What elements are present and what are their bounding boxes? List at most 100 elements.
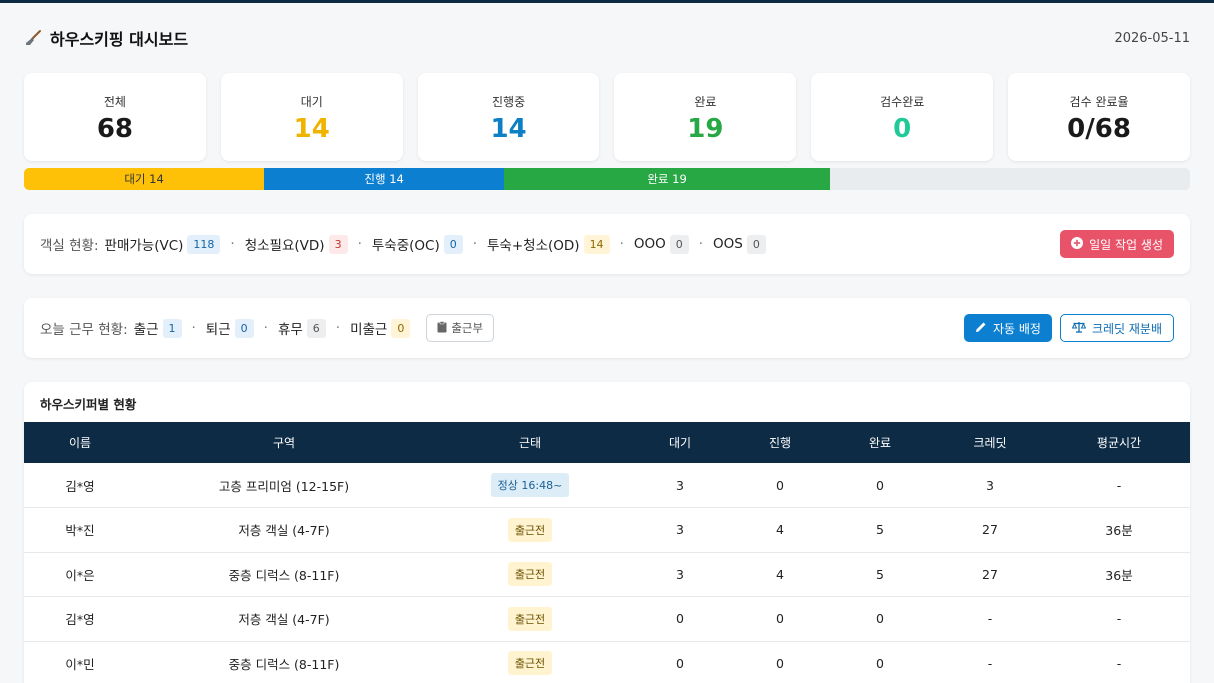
cell-credit: -	[932, 596, 1048, 642]
stat-inspection-rate: 검수 완료율 0/68	[1008, 73, 1190, 161]
cell-avg-time: -	[1048, 463, 1190, 508]
cell-attendance: 출근전	[432, 641, 628, 683]
count-badge: 14	[583, 234, 610, 254]
cell-zone: 중층 디럭스 (8-11F)	[136, 552, 432, 597]
table-row[interactable]: 김*영 저층 객실 (4-7F) 출근전 0 0 0 - -	[24, 596, 1190, 642]
column-header-zone[interactable]: 구역	[272, 436, 296, 450]
table-row[interactable]: 김*영 고층 프리미엄 (12-15F) 정상 16:48~ 3 0 0 3 -	[24, 463, 1190, 508]
staff-status-out: 퇴근	[205, 322, 231, 338]
table-row[interactable]: 이*민 중층 디럭스 (8-11F) 출근전 0 0 0 - -	[24, 641, 1190, 683]
count-badge: 0	[669, 234, 689, 254]
attendance-badge: 정상 16:48~	[490, 473, 570, 497]
column-header-in-progress[interactable]: 진행	[768, 436, 792, 450]
table-header-row: 이름 구역 근태 대기 진행 완료 크레딧 평균시간	[24, 422, 1190, 463]
column-header-avg-time[interactable]: 평균시간	[1096, 436, 1142, 450]
cell-in-progress: 4	[732, 507, 828, 553]
pencil-icon	[975, 321, 987, 336]
stat-waiting: 대기 14	[220, 73, 403, 161]
stat-label: 대기	[300, 94, 323, 109]
count-badge: 6	[306, 318, 326, 338]
housekeeper-table-card: 하우스키퍼별 현황 이름 구역 근태 대기 진행 완료 크레딧 평균시간 김*영…	[24, 382, 1190, 683]
column-header-attendance[interactable]: 근태	[518, 436, 542, 450]
cell-credit: 3	[932, 463, 1048, 508]
separator: ·	[191, 320, 196, 336]
room-status-label: 객실 현황:	[40, 238, 99, 254]
room-status-card: 객실 현황: 판매가능(VC) 118 · 청소필요(VD) 3 · 투숙중(O…	[24, 214, 1190, 274]
redistribute-credits-button[interactable]: 크레딧 재분배	[1059, 314, 1174, 342]
attendance-badge: 출근전	[507, 517, 553, 542]
cell-in-progress: 4	[732, 552, 828, 597]
staff-status-off: 휴무	[277, 322, 303, 338]
column-header-name[interactable]: 이름	[68, 436, 92, 450]
scale-icon	[1071, 321, 1087, 336]
staff-status-in: 출근	[133, 322, 159, 338]
cell-credit: 27	[932, 507, 1048, 553]
cell-credit: -	[932, 641, 1048, 683]
cell-credit: 27	[932, 552, 1048, 597]
cell-completed: 0	[828, 596, 932, 642]
column-header-waiting[interactable]: 대기	[668, 436, 692, 450]
staff-status-card: 오늘 근무 현황: 출근 1 · 퇴근 0 · 휴무 6 · 미출근 0 출근부…	[24, 298, 1190, 358]
separator: ·	[698, 236, 704, 252]
cell-avg-time: -	[1048, 596, 1190, 642]
count-badge: 0	[746, 234, 766, 254]
cell-in-progress: 0	[732, 463, 828, 508]
staff-status-label: 오늘 근무 현황:	[40, 322, 128, 338]
cell-waiting: 0	[628, 641, 732, 683]
column-header-completed[interactable]: 완료	[868, 436, 892, 450]
progress-segment-in-progress: 진행 14	[264, 168, 505, 190]
count-badge: 1	[162, 318, 182, 338]
auto-assign-button[interactable]: 자동 배정	[963, 314, 1052, 342]
button-label: 크레딧 재분배	[1091, 321, 1162, 336]
status-progress-bar: 대기 14 진행 14 완료 19	[24, 168, 1190, 190]
column-header-credit[interactable]: 크레딧	[973, 436, 1007, 450]
room-status-ooo: OOO	[633, 236, 666, 252]
separator: ·	[230, 236, 235, 252]
cell-name: 박*진	[24, 507, 136, 553]
stat-completed: 완료 19	[614, 73, 797, 161]
table-row[interactable]: 박*진 저층 객실 (4-7F) 출근전 3 4 5 27 36분	[24, 507, 1190, 553]
broom-icon	[24, 29, 42, 47]
create-daily-tasks-button[interactable]: 일일 작업 생성	[1060, 230, 1174, 258]
title-wrap: 하우스키핑 대시보드	[24, 26, 188, 50]
stat-total: 전체 68	[24, 73, 206, 161]
table-row[interactable]: 이*은 중층 디럭스 (8-11F) 출근전 3 4 5 27 36분	[24, 552, 1190, 597]
room-status-vc: 판매가능(VC)	[104, 238, 184, 254]
cell-name: 김*영	[24, 596, 136, 642]
separator: ·	[335, 320, 341, 336]
button-label: 자동 배정	[992, 321, 1041, 336]
room-status-oc: 투숙중(OC)	[371, 238, 440, 254]
stat-in-progress: 진행중 14	[417, 73, 600, 161]
button-label: 출근부	[451, 321, 484, 335]
room-status-oos: OOS	[713, 236, 743, 252]
cell-waiting: 3	[628, 552, 732, 597]
plus-circle-icon	[1071, 236, 1084, 252]
attendance-log-button[interactable]: 출근부	[426, 314, 495, 342]
stat-value: 0/68	[1067, 113, 1131, 144]
page-title: 하우스키핑 대시보드	[50, 30, 189, 49]
cell-completed: 5	[828, 507, 932, 553]
progress-segment-completed: 완료 19	[504, 168, 830, 190]
room-status-line: 객실 현황: 판매가능(VC) 118 · 청소필요(VD) 3 · 투숙중(O…	[40, 234, 1060, 254]
cell-waiting: 0	[628, 596, 732, 642]
cell-attendance: 출근전	[432, 552, 628, 597]
separator: ·	[357, 236, 362, 252]
housekeeper-table: 이름 구역 근태 대기 진행 완료 크레딧 평균시간 김*영 고층 프리미엄 (…	[24, 422, 1190, 683]
stat-value: 19	[687, 113, 724, 144]
cell-completed: 0	[828, 641, 932, 683]
cell-attendance: 정상 16:48~	[432, 463, 628, 508]
separator: ·	[472, 236, 478, 252]
cell-zone: 저층 객실 (4-7F)	[136, 507, 432, 553]
stat-label: 진행중	[492, 94, 526, 109]
stat-label: 전체	[103, 94, 126, 109]
header: 하우스키핑 대시보드 2026-05-11	[24, 23, 1190, 53]
cell-in-progress: 0	[732, 641, 828, 683]
stat-value: 68	[96, 113, 133, 144]
cell-completed: 0	[828, 463, 932, 508]
cell-zone: 중층 디럭스 (8-11F)	[136, 641, 432, 683]
stat-label: 검수완료	[880, 94, 925, 109]
staff-status-line: 오늘 근무 현황: 출근 1 · 퇴근 0 · 휴무 6 · 미출근 0 출근부	[40, 314, 964, 342]
cell-avg-time: -	[1048, 641, 1190, 683]
count-badge: 3	[328, 234, 348, 254]
attendance-badge: 출근전	[507, 651, 553, 676]
